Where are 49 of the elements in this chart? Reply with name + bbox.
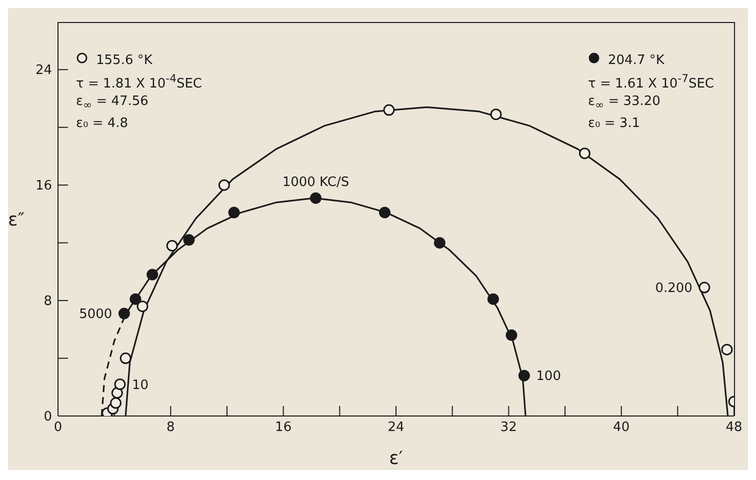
annotation: ε₀ = 3.1 (588, 114, 642, 133)
y-tick-label: 8 (44, 294, 52, 310)
y-tick-label: 16 (35, 178, 52, 194)
annotation: 1000 KC/S (282, 175, 350, 190)
point (110, 397, 122, 409)
point (114, 378, 126, 390)
annotation: 10 (132, 378, 149, 393)
point (166, 240, 178, 252)
x-tick-label: 8 (166, 420, 175, 436)
point (487, 293, 499, 305)
point (383, 104, 395, 116)
point (506, 329, 518, 341)
point (111, 387, 123, 399)
x-tick-label: 0 (54, 420, 62, 436)
annotation: τ = 1.61 X 10$^{-7}$SEC (588, 71, 714, 94)
x-tick-label: 16 (275, 420, 292, 436)
x-axis-title: ε′ (389, 448, 403, 469)
point (490, 108, 502, 120)
point (218, 179, 230, 191)
point (434, 237, 446, 249)
point (518, 370, 530, 382)
point (228, 206, 240, 218)
annotation: 5000 (79, 307, 112, 322)
y-tick-label: 0 (44, 410, 52, 425)
annotation: τ = 1.81 X 10$^{-4}$SEC (76, 71, 202, 94)
annotation: ε$_{∞}$ = 33.20 (588, 93, 662, 114)
annotation: 0.200 (655, 281, 692, 296)
point (698, 282, 710, 294)
point (721, 344, 733, 356)
annotation: ε$_{∞}$ = 47.56 (76, 93, 150, 114)
y-tick-label: 24 (35, 63, 52, 78)
point (120, 352, 132, 364)
point (578, 148, 590, 160)
legend-label: 204.7 °K (607, 52, 666, 70)
x-tick-label: 48 (726, 420, 742, 436)
point (378, 206, 390, 218)
x-tick-label: 24 (388, 420, 404, 436)
legend-label: 155.6 °K (95, 52, 154, 70)
point (310, 192, 322, 204)
point (130, 293, 142, 305)
point (183, 234, 195, 246)
y-axis-title: ε″ (8, 209, 25, 230)
point (136, 300, 148, 312)
x-tick-label: 32 (500, 420, 517, 436)
annotation: 100 (536, 369, 561, 384)
point (146, 268, 158, 280)
point (118, 308, 130, 320)
x-tick-label: 40 (613, 420, 630, 436)
annotation: ε₀ = 4.8 (76, 114, 130, 133)
